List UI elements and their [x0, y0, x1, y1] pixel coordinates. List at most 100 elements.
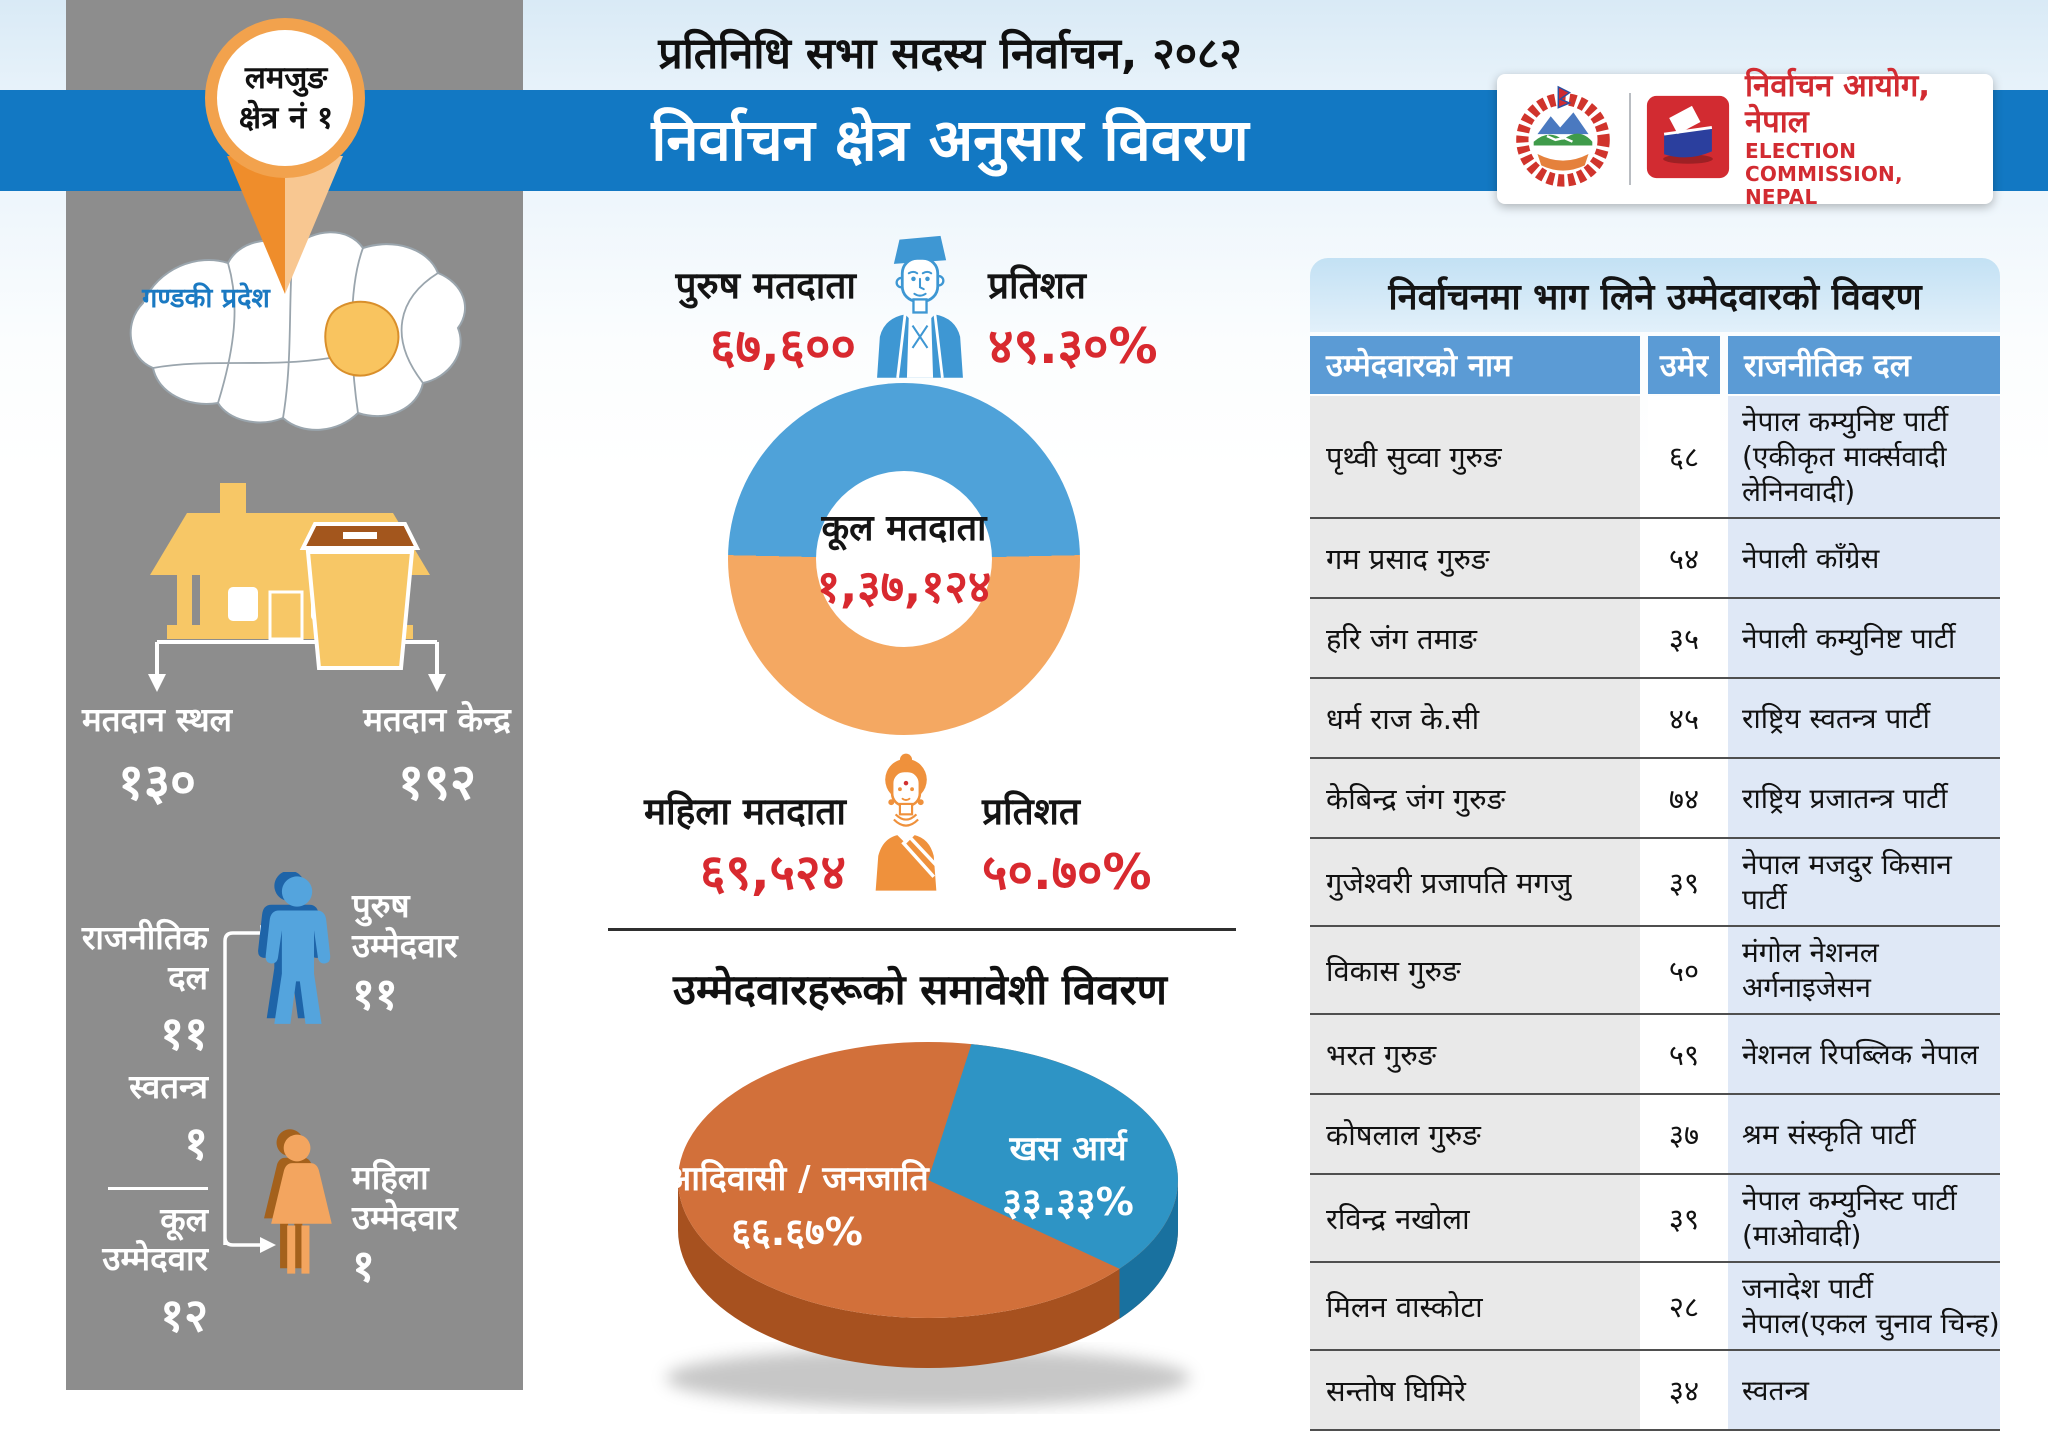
- map-province-label: गण्डकी प्रदेश: [142, 283, 270, 314]
- table-title: निर्वाचनमा भाग लिने उम्मेदवारको विवरण: [1310, 258, 2000, 332]
- polling-center-value: १९२: [398, 752, 476, 811]
- candidate-name-cell: कोषलाल गुरुङ: [1310, 1095, 1640, 1173]
- candidate-name-cell: हरि जंग तमाङ: [1310, 599, 1640, 677]
- candidate-party-cell: राष्ट्रिय प्रजातन्त्र पार्टी: [1728, 759, 2000, 837]
- polling-center-stat: मतदान केन्द्र १९२: [352, 700, 522, 814]
- candidate-party-cell: मंगोल नेशनल अर्गनाइजेसन: [1728, 927, 2000, 1013]
- male-candidate-icon: [245, 870, 349, 1038]
- total-candidate-label: कूल उम्मेदवार: [102, 1199, 208, 1279]
- polling-place-label: मतदान स्थल: [81, 700, 233, 739]
- ballot-box-icon: [299, 522, 421, 670]
- female-candidate-value: १: [352, 1241, 375, 1293]
- pin-constituency: क्षेत्र नं १: [238, 100, 334, 137]
- candidate-party-cell: जनादेश पार्टी नेपाल(एकल चुनाव चिन्ह): [1728, 1263, 2000, 1349]
- candidate-name-cell: विकास गुरुङ: [1310, 927, 1640, 1013]
- pie-slice-indigenous-percent: ६६.६७%: [731, 1209, 863, 1254]
- candidate-age-cell: ३७: [1648, 1095, 1720, 1173]
- female-candidate-stat: महिला उम्मेदवार १: [352, 1158, 492, 1294]
- independent-count-value: १: [184, 1115, 208, 1170]
- pin-district: लमजुङ: [244, 60, 328, 96]
- total-voters-donut-chart: कूल मतदाता १,३७,१२४: [728, 383, 1080, 735]
- candidate-party-cell: राष्ट्रिय स्वतन्त्र पार्टी: [1728, 679, 2000, 757]
- candidate-name-cell: पृथ्वी सुव्वा गुरुङ: [1310, 396, 1640, 517]
- independent-count-label: स्वतन्त्र: [129, 1067, 208, 1107]
- male-candidate-stat: पुरुष उम्मेदवार ११: [352, 886, 492, 1022]
- logo-card: निर्वाचन आयोग, नेपाल ELECTION COMMISSION…: [1497, 68, 1993, 209]
- location-pin-icon: [197, 8, 373, 304]
- candidate-party-cell: नेपाल मजदुर किसान पार्टी: [1728, 839, 2000, 925]
- polling-branch-arrows: [68, 632, 523, 716]
- table-row: पृथ्वी सुव्वा गुरुङ ६८ नेपाल कम्युनिष्ट …: [1310, 396, 2000, 519]
- sum-divider: [108, 1186, 208, 1190]
- male-voter-label: पुरुष मतदाता: [675, 264, 856, 307]
- candidate-age-cell: ६८: [1648, 396, 1720, 517]
- header-age: उमेर: [1648, 336, 1720, 394]
- table-row: गम प्रसाद गुरुङ ५४ नेपाली काँग्रेस: [1310, 519, 2000, 599]
- candidate-party-cell: स्वतन्त्र: [1728, 1351, 2000, 1429]
- logo-text-english: ELECTION COMMISSION, NEPAL: [1744, 139, 1903, 210]
- candidate-party-cell: नेपाली काँग्रेस: [1728, 519, 2000, 597]
- table-row: गुजेश्वरी प्रजापति मगजु ३९ नेपाल मजदुर क…: [1310, 839, 2000, 927]
- male-percent-value: ४९.३०%: [988, 318, 1158, 376]
- candidate-name-cell: भरत गुरुङ: [1310, 1015, 1640, 1093]
- page-title: निर्वाचन क्षेत्र अनुसार विवरण: [651, 106, 1249, 174]
- polling-place-value: १३०: [118, 752, 196, 811]
- pie-slice-khas-label: खस आर्य ३३.३३%: [988, 1128, 1148, 1226]
- election-commission-logo-icon: [1645, 94, 1731, 184]
- candidate-age-cell: ३९: [1648, 839, 1720, 925]
- male-percent-label: प्रतिशत: [988, 264, 1086, 307]
- table-row: भरत गुरुङ ५९ नेशनल रिपब्लिक नेपाल: [1310, 1015, 2000, 1095]
- header-candidate-name: उम्मेदवारको नाम: [1310, 336, 1640, 394]
- female-voter-stat: महिला मतदाता ६९,५२४: [622, 790, 846, 904]
- candidate-age-cell: ४५: [1648, 679, 1720, 757]
- page-subtitle: प्रतिनिधि सभा सदस्य निर्वाचन, २०८२: [658, 29, 1242, 79]
- table-row: मिलन वास्कोटा २८ जनादेश पार्टी नेपाल(एकल…: [1310, 1263, 2000, 1351]
- total-voters-value: १,३७,१२४: [816, 560, 992, 613]
- pin-label: लमजुङ क्षेत्र नं १: [213, 58, 359, 139]
- candidate-age-cell: ३९: [1648, 1175, 1720, 1261]
- polling-place-stat: मतदान स्थल १३०: [72, 700, 242, 814]
- total-voters-label: कूल मतदाता: [821, 508, 987, 549]
- logo-divider: [1629, 93, 1631, 185]
- candidate-name-cell: गम प्रसाद गुरुङ: [1310, 519, 1640, 597]
- candidate-table: निर्वाचनमा भाग लिने उम्मेदवारको विवरण उम…: [1310, 258, 2000, 1431]
- logo-text-nepali: निर्वाचन आयोग, नेपाल: [1744, 67, 1931, 140]
- polling-house-icon: [125, 480, 455, 684]
- province-map: [88, 208, 498, 452]
- candidate-age-cell: ३५: [1648, 599, 1720, 677]
- candidate-age-cell: ३४: [1648, 1351, 1720, 1429]
- table-row: हरि जंग तमाङ ३५ नेपाली कम्युनिष्ट पार्टी: [1310, 599, 2000, 679]
- male-voter-avatar-icon: [864, 230, 976, 384]
- polling-center-label: मतदान केन्द्र: [363, 700, 511, 739]
- table-row: विकास गुरुङ ५० मंगोल नेशनल अर्गनाइजेसन: [1310, 927, 2000, 1015]
- female-candidate-icon: [248, 1126, 346, 1288]
- candidate-name-cell: धर्म राज के.सी: [1310, 679, 1640, 757]
- candidate-name-cell: गुजेश्वरी प्रजापति मगजु: [1310, 839, 1640, 925]
- pie-slice-indigenous-name: आदिवासी / जनजाति: [665, 1159, 929, 1199]
- donut-center: कूल मतदाता १,३७,१२४: [816, 471, 992, 647]
- candidate-party-cell: श्रम संस्कृति पार्टी: [1728, 1095, 2000, 1173]
- candidate-name-cell: मिलन वास्कोटा: [1310, 1263, 1640, 1349]
- pie-slice-khas-name: खस आर्य: [1009, 1129, 1127, 1169]
- candidate-party-cell: नेपाल कम्युनिष्ट पार्टी (एकीकृत मार्क्सव…: [1728, 396, 2000, 517]
- male-voter-value: ६७,६००: [709, 318, 856, 376]
- candidate-name-cell: रविन्द्र नखोला: [1310, 1175, 1640, 1261]
- candidate-party-cell: नेपाली कम्युनिष्ट पार्टी: [1728, 599, 2000, 677]
- pie-slice-khas-percent: ३३.३३%: [1002, 1179, 1134, 1224]
- male-percent-stat: प्रतिशत ४९.३०%: [988, 264, 1218, 378]
- candidate-party-cell: नेपाल कम्युनिस्ट पार्टी (माओवादी): [1728, 1175, 2000, 1261]
- female-percent-value: ५०.७०%: [982, 844, 1152, 902]
- party-count-label: राजनीतिक दल: [81, 918, 208, 997]
- candidate-stats-column: राजनीतिक दल ११ स्वतन्त्र १ कूल उम्मेदवार…: [70, 918, 208, 1345]
- female-voter-value: ६९,५२४: [699, 844, 846, 902]
- pie-slice-indigenous-label: आदिवासी / जनजाति ६६.६७%: [662, 1158, 932, 1256]
- table-body: पृथ्वी सुव्वा गुरुङ ६८ नेपाल कम्युनिष्ट …: [1310, 396, 2000, 1431]
- inclusion-section-title: उम्मेदवारहरूको समावेशी विवरण: [672, 965, 1168, 1014]
- female-percent-label: प्रतिशत: [982, 790, 1080, 833]
- female-percent-stat: प्रतिशत ५०.७०%: [982, 790, 1212, 904]
- nepal-emblem-icon: [1511, 85, 1615, 193]
- female-candidate-label: महिला उम्मेदवार: [352, 1158, 458, 1237]
- total-candidate-value: १२: [160, 1287, 208, 1342]
- female-voter-label: महिला मतदाता: [643, 790, 846, 833]
